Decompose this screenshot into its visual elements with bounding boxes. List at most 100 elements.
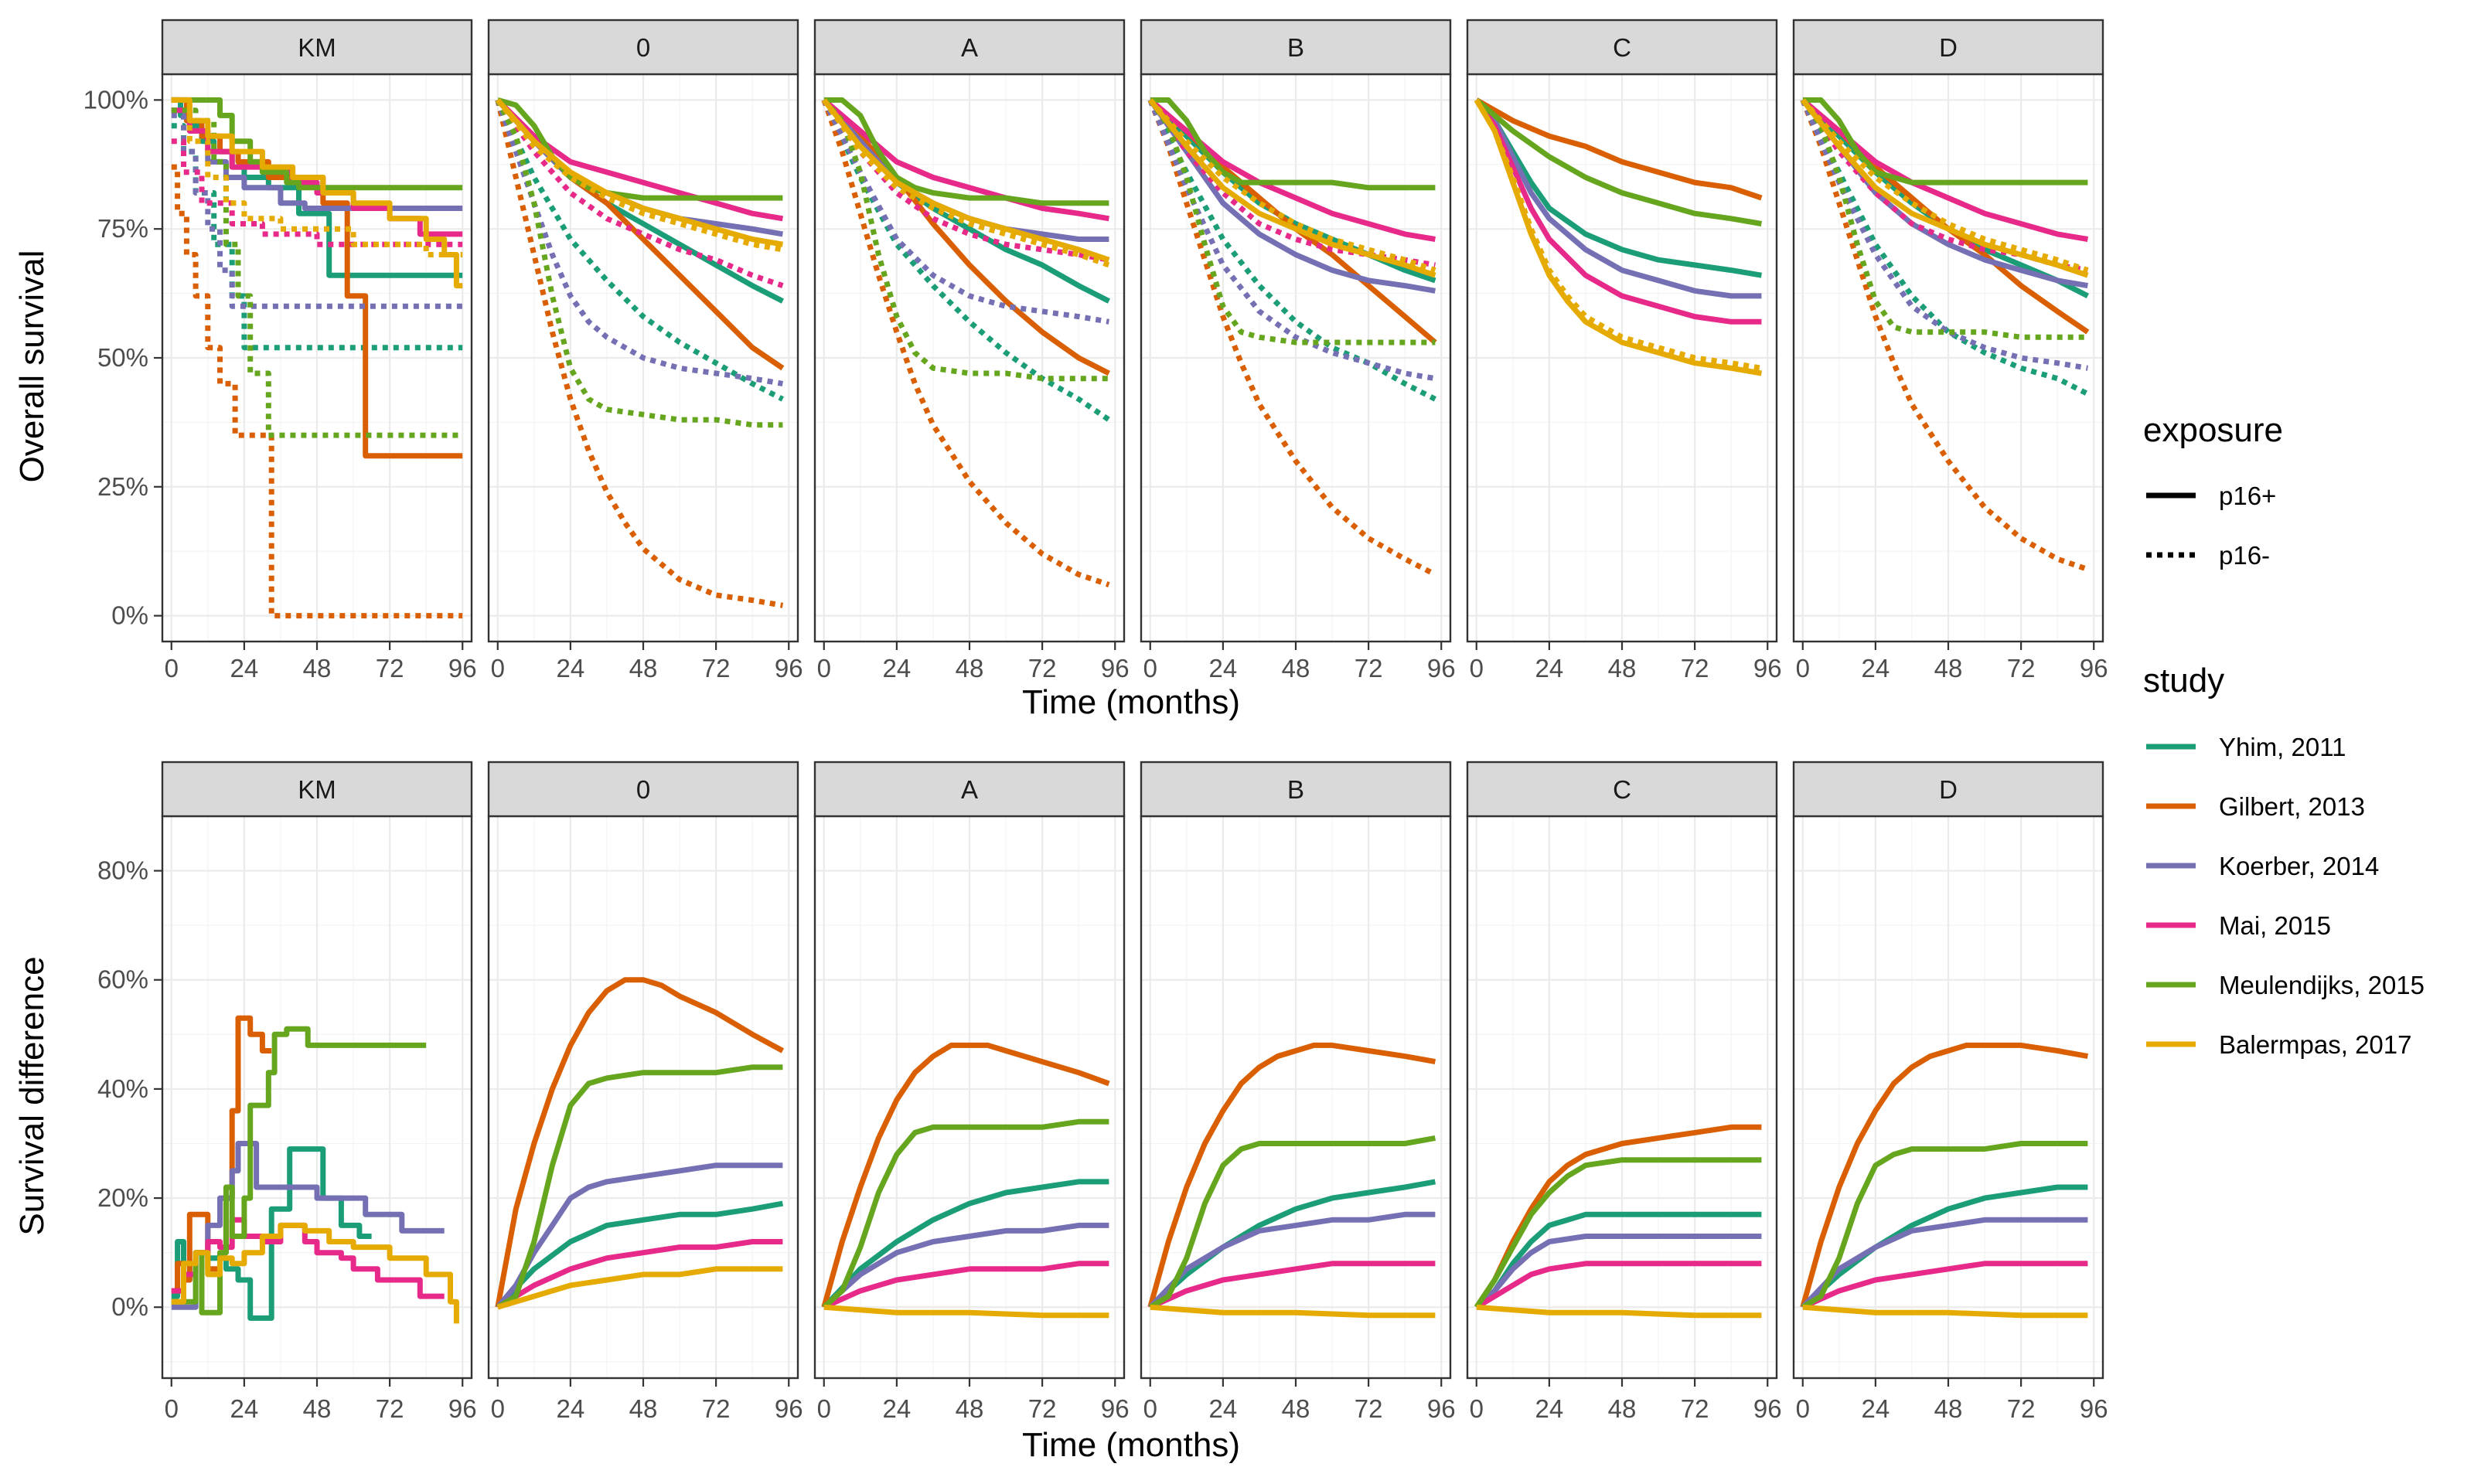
series-gilbert-2013-p16-plus <box>1475 97 1763 201</box>
series-balermpas-2017-difference <box>496 1266 783 1310</box>
series-group <box>171 1015 459 1324</box>
x-tick-label: 24 <box>883 1394 912 1423</box>
facet-strip-label: KM <box>298 775 336 804</box>
series-yhim-2011-p16-minus <box>1800 98 2089 397</box>
series-balermpas-2017-p16-plus <box>171 97 463 289</box>
x-tick-label: 24 <box>883 654 912 682</box>
x-tick-label: 72 <box>702 1394 731 1423</box>
x-tick-label: 48 <box>629 654 658 682</box>
panel-survival-c: C 0 24 48 72 96 <box>1466 19 1782 682</box>
series-yhim-2011-difference <box>496 1200 784 1309</box>
series-mai-2015-difference <box>823 1261 1109 1310</box>
legend-label-p16-minus: p16- <box>2219 541 2270 570</box>
series-meulendijks-2015-p16-plus <box>1150 97 1436 191</box>
x-tick-label: 0 <box>491 654 505 682</box>
x-tick-label: 0 <box>1470 1394 1484 1423</box>
panel-difference-d: D 0 24 48 72 96 <box>1792 761 2108 1423</box>
facet-strip-label: 0 <box>636 775 650 804</box>
legend-label-mai-2015: Mai, 2015 <box>2219 911 2331 940</box>
series-balermpas-2017-difference <box>1476 1304 1762 1319</box>
facet-strip <box>487 761 799 818</box>
x-axis-title-bottom: Time (months) <box>1022 1426 1240 1464</box>
facet-strip <box>487 19 799 76</box>
series-mai-2015-p16-minus <box>495 98 784 288</box>
series-yhim-2011-p16-minus <box>1147 98 1436 402</box>
series-gilbert-2013-difference <box>1800 1042 2089 1309</box>
x-tick-label: 96 <box>1101 1394 1130 1423</box>
facet-strip-label: 0 <box>636 33 650 62</box>
x-tick-label: 24 <box>1209 1394 1238 1423</box>
series-balermpas-2017-p16-plus <box>1148 98 1436 278</box>
x-tick-label: 48 <box>1608 1394 1637 1423</box>
x-tick-label: 48 <box>1934 1394 1963 1423</box>
panel-survival-km: KM 0 24 48 72 96 0% 25% 50% 75% 100% <box>83 19 477 682</box>
y-axis-title-survival: Overall survival <box>13 250 51 483</box>
series-balermpas-2017-p16-plus <box>1801 98 2089 278</box>
panel-difference-km: KM 0 24 48 72 96 0% 20% 40% 60% 80% <box>97 761 477 1423</box>
legend-label-p16-plus: p16+ <box>2219 482 2276 510</box>
panel-difference-0: 0 0 24 48 72 96 <box>487 761 803 1423</box>
facet-strip-label: C <box>1613 775 1631 804</box>
x-tick-label: 0 <box>1143 1394 1157 1423</box>
series-yhim-2011-difference <box>1148 1179 1436 1309</box>
series-gilbert-2013-difference <box>495 977 785 1308</box>
series-balermpas-2017-p16-plus <box>1474 98 1762 376</box>
series-gilbert-2013-difference <box>821 1042 1110 1309</box>
x-tick-label: 96 <box>775 654 803 682</box>
series-gilbert-2013-p16-minus <box>1800 99 2089 572</box>
x-tick-label: 24 <box>557 654 585 682</box>
series-mai-2015-difference <box>496 1239 783 1310</box>
y-tick-label: 40% <box>97 1074 148 1103</box>
series-group <box>821 1042 1110 1319</box>
facet-strip <box>1140 761 1452 818</box>
x-tick-label: 72 <box>1681 654 1709 682</box>
series-gilbert-2013-difference <box>1147 1042 1436 1309</box>
facet-strip-label: KM <box>298 33 336 62</box>
facet-strip-label: D <box>1939 33 1958 62</box>
x-tick-label: 0 <box>1470 654 1484 682</box>
x-tick-label: 24 <box>557 1394 585 1423</box>
series-koerber-2014-p16-plus <box>1474 98 1762 299</box>
facet-strip <box>1792 761 2104 818</box>
facet-strip <box>161 761 473 818</box>
facet-strip <box>813 761 1126 818</box>
series-meulendijks-2015-p16-plus <box>171 97 463 191</box>
series-gilbert-2013-p16-minus <box>1147 99 1436 577</box>
facet-strip <box>1466 19 1778 76</box>
series-group <box>495 977 785 1310</box>
series-meulendijks-2015-p16-minus <box>1147 98 1436 345</box>
series-balermpas-2017-difference <box>171 1222 459 1324</box>
y-tick-label: 25% <box>97 472 148 501</box>
x-tick-label: 96 <box>1427 1394 1456 1423</box>
legend: exposure p16+ p16- study Yhim, 2011 Gilbe… <box>2143 411 2425 1059</box>
facet-strip-label: D <box>1939 775 1958 804</box>
series-koerber-2014-p16-minus <box>1800 98 2088 371</box>
facet-strip <box>1140 19 1452 76</box>
x-tick-label: 24 <box>1535 654 1564 682</box>
x-tick-label: 0 <box>165 1394 179 1423</box>
facet-strip <box>1466 761 1778 818</box>
study-legend-items: Yhim, 2011 Gilbert, 2013 Koerber, 2014 Mai,… <box>2146 733 2425 1059</box>
x-tick-label: 72 <box>702 654 731 682</box>
series-balermpas-2017-p16-minus <box>496 98 783 253</box>
series-balermpas-2017-difference <box>1802 1304 2088 1319</box>
series-balermpas-2017-difference <box>823 1304 1109 1319</box>
x-tick-label: 48 <box>1608 654 1637 682</box>
legend-label-koerber-2014: Koerber, 2014 <box>2219 852 2379 880</box>
series-meulendijks-2015-p16-plus <box>823 97 1109 206</box>
x-tick-label: 96 <box>1427 654 1456 682</box>
series-group <box>1474 97 1763 376</box>
series-balermpas-2017-difference <box>1150 1304 1436 1319</box>
series-group <box>171 97 463 619</box>
x-tick-label: 96 <box>448 1394 477 1423</box>
x-tick-label: 96 <box>775 1394 803 1423</box>
series-balermpas-2017-p16-plus <box>496 98 783 247</box>
series-mai-2015-difference <box>1149 1261 1436 1310</box>
x-tick-label: 24 <box>1862 1394 1890 1423</box>
series-koerber-2014-difference <box>1801 1217 2088 1309</box>
legend-label-meulendijks-2015: Meulendijks, 2015 <box>2219 971 2425 999</box>
x-tick-label: 24 <box>1535 1394 1564 1423</box>
x-tick-label: 96 <box>2080 654 2108 682</box>
y-tick-label: 60% <box>97 965 148 994</box>
series-mai-2015-p16-plus <box>1474 98 1762 325</box>
